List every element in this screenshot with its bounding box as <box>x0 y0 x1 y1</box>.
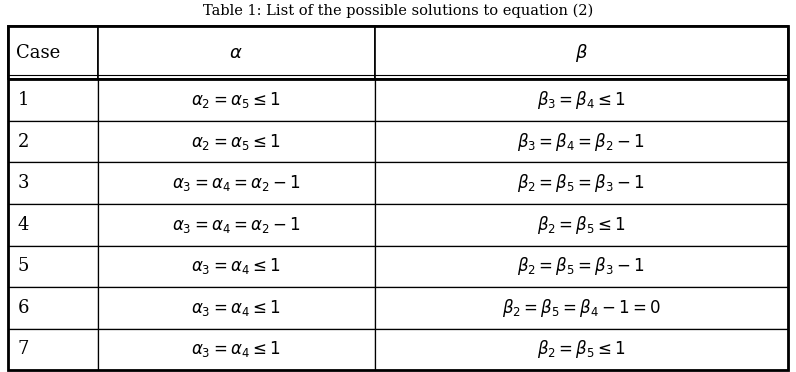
Bar <box>8 287 98 328</box>
Bar <box>8 79 98 121</box>
Bar <box>375 121 788 163</box>
Bar <box>8 328 98 370</box>
Bar <box>375 26 788 79</box>
Bar <box>98 287 375 328</box>
Text: Case: Case <box>16 44 60 62</box>
Text: $\beta_3 = \beta_4 = \beta_2 - 1$: $\beta_3 = \beta_4 = \beta_2 - 1$ <box>517 131 646 153</box>
Text: 2: 2 <box>18 133 29 151</box>
Bar <box>98 246 375 287</box>
Text: $\beta_2 = \beta_5 = \beta_3 - 1$: $\beta_2 = \beta_5 = \beta_3 - 1$ <box>517 172 646 194</box>
Text: 3: 3 <box>18 174 29 192</box>
Bar <box>98 26 375 79</box>
Text: 5: 5 <box>18 257 29 275</box>
Text: $\beta$: $\beta$ <box>575 42 587 64</box>
Bar <box>98 204 375 246</box>
Text: $\beta_2 = \beta_5 = \beta_3 - 1$: $\beta_2 = \beta_5 = \beta_3 - 1$ <box>517 255 646 277</box>
Text: $\beta_2 = \beta_5 \leq 1$: $\beta_2 = \beta_5 \leq 1$ <box>537 339 626 360</box>
Text: $\alpha_2 = \alpha_5 \leq 1$: $\alpha_2 = \alpha_5 \leq 1$ <box>191 90 281 110</box>
Bar <box>8 121 98 163</box>
Bar <box>375 287 788 328</box>
Text: $\alpha_3 = \alpha_4 \leq 1$: $\alpha_3 = \alpha_4 \leq 1$ <box>191 256 281 276</box>
Bar <box>8 163 98 204</box>
Text: $\beta_2 = \beta_5 \leq 1$: $\beta_2 = \beta_5 \leq 1$ <box>537 214 626 236</box>
Text: $\beta_2 = \beta_5 = \beta_4 - 1 = 0$: $\beta_2 = \beta_5 = \beta_4 - 1 = 0$ <box>501 297 661 319</box>
Bar <box>98 79 375 121</box>
Bar <box>375 328 788 370</box>
Text: $\alpha_3 = \alpha_4 = \alpha_2 - 1$: $\alpha_3 = \alpha_4 = \alpha_2 - 1$ <box>172 173 301 193</box>
Text: Table 1: List of the possible solutions to equation (2): Table 1: List of the possible solutions … <box>203 4 593 18</box>
Bar <box>375 204 788 246</box>
Bar <box>8 26 98 79</box>
Bar <box>375 79 788 121</box>
Bar <box>98 328 375 370</box>
Text: 7: 7 <box>18 340 29 358</box>
Bar <box>8 204 98 246</box>
Text: $\beta_3 = \beta_4 \leq 1$: $\beta_3 = \beta_4 \leq 1$ <box>537 89 626 111</box>
Text: 4: 4 <box>18 216 29 234</box>
Bar <box>98 163 375 204</box>
Text: 6: 6 <box>18 299 29 317</box>
Text: $\alpha_3 = \alpha_4 \leq 1$: $\alpha_3 = \alpha_4 \leq 1$ <box>191 339 281 359</box>
Text: $\alpha_2 = \alpha_5 \leq 1$: $\alpha_2 = \alpha_5 \leq 1$ <box>191 132 281 152</box>
Bar <box>375 163 788 204</box>
Text: $\alpha_3 = \alpha_4 \leq 1$: $\alpha_3 = \alpha_4 \leq 1$ <box>191 298 281 318</box>
Text: 1: 1 <box>18 91 29 109</box>
Bar <box>375 246 788 287</box>
Bar <box>8 246 98 287</box>
Text: $\alpha$: $\alpha$ <box>229 44 243 62</box>
Bar <box>98 121 375 163</box>
Text: $\alpha_3 = \alpha_4 = \alpha_2 - 1$: $\alpha_3 = \alpha_4 = \alpha_2 - 1$ <box>172 215 301 235</box>
